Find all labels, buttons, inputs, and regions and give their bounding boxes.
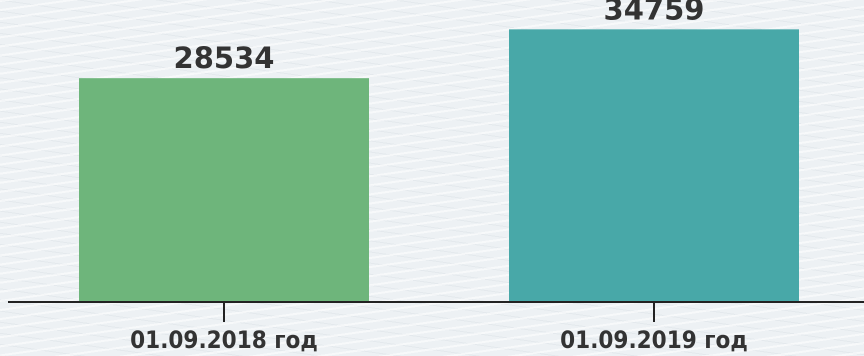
bar-2 <box>509 29 799 302</box>
bars-layer <box>79 29 799 302</box>
bar-1 <box>79 78 369 302</box>
x-tick-label-2: 01.09.2019 год <box>560 326 748 354</box>
x-ticks-layer <box>223 302 655 322</box>
value-labels-layer: 28534 34759 <box>174 0 705 75</box>
x-tick-label-1: 01.09.2018 год <box>130 326 318 354</box>
x-tick-labels-layer: 01.09.2018 год 01.09.2019 год <box>130 326 748 354</box>
data-label-2: 34759 <box>604 0 705 26</box>
data-label-1: 28534 <box>174 41 275 75</box>
